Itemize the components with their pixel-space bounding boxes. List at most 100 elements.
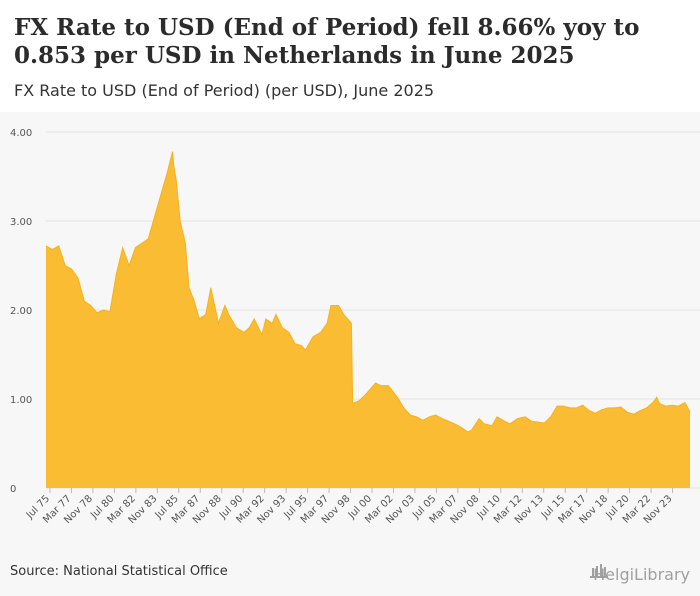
data-point: [272, 323, 273, 324]
data-point: [388, 385, 389, 386]
data-point: [77, 277, 78, 278]
chart-area: 0 1.00 2.00 3.00 4.00 Jul 75 Mar 77 Nov 78 Jul 8…: [0, 112, 700, 560]
data-point: [595, 413, 596, 414]
data-point: [504, 421, 505, 422]
data-point: [435, 415, 436, 416]
data-point: [249, 327, 250, 328]
data-point: [261, 334, 262, 335]
data-point: [189, 287, 190, 288]
data-point: [327, 323, 328, 324]
data-point: [135, 247, 136, 248]
data-point: [218, 323, 219, 324]
data-point: [97, 312, 98, 313]
data-point: [416, 416, 417, 417]
source-note: Source: National Statistical Office: [10, 564, 228, 579]
data-point: [343, 314, 344, 315]
y-tick-label: 2.00: [10, 306, 32, 317]
data-point: [129, 265, 130, 266]
data-point: [531, 421, 532, 422]
data-point: [678, 406, 679, 407]
data-point: [479, 418, 480, 419]
data-point: [684, 402, 685, 403]
data-point: [254, 318, 255, 319]
data-point: [659, 403, 660, 404]
y-tick-label: 4.00: [10, 128, 32, 139]
data-point: [90, 305, 91, 306]
data-point: [672, 405, 673, 406]
data-point: [497, 416, 498, 417]
data-point: [320, 332, 321, 333]
footer: Source: National Statistical Office Helg…: [0, 560, 700, 596]
data-point: [442, 418, 443, 419]
data-point: [210, 287, 211, 288]
y-tick-label: 0: [10, 484, 16, 495]
y-tick-label: 1.00: [10, 395, 32, 406]
data-point: [313, 336, 314, 337]
data-point: [652, 402, 653, 403]
data-point: [194, 301, 195, 302]
data-point: [633, 414, 634, 415]
data-point: [544, 423, 545, 424]
data-point: [461, 427, 462, 428]
data-point: [148, 238, 149, 239]
data-point: [509, 423, 510, 424]
series-area: [46, 151, 690, 488]
header: FX Rate to USD (End of Period) fell 8.66…: [0, 0, 700, 112]
data-point: [525, 416, 526, 417]
data-point: [352, 403, 353, 404]
data-point: [265, 318, 266, 319]
data-point: [295, 343, 296, 344]
series-line: [45, 151, 691, 433]
data-point: [410, 415, 411, 416]
data-point: [640, 410, 641, 411]
data-point: [448, 421, 449, 422]
data-point: [305, 350, 306, 351]
data-point: [646, 407, 647, 408]
data-point: [65, 265, 66, 266]
data-point: [288, 332, 289, 333]
data-point: [380, 385, 381, 386]
data-point: [185, 243, 186, 244]
data-point: [422, 420, 423, 421]
data-point: [338, 305, 339, 306]
chart-subtitle: FX Rate to USD (End of Period) (per USD)…: [14, 81, 435, 100]
data-point: [665, 406, 666, 407]
data-point: [199, 318, 200, 319]
data-point: [154, 216, 155, 217]
data-point: [563, 406, 564, 407]
data-point: [141, 243, 142, 244]
data-point: [517, 418, 518, 419]
data-point: [224, 305, 225, 306]
data-point: [236, 327, 237, 328]
data-point: [116, 274, 117, 275]
data-point: [205, 314, 206, 315]
data-point: [471, 430, 472, 431]
data-point: [46, 245, 47, 246]
data-point: [576, 407, 577, 408]
data-point: [491, 425, 492, 426]
data-point: [282, 327, 283, 328]
brand-logo[interactable]: HelgiLibrary: [589, 562, 690, 586]
data-point: [330, 305, 331, 306]
data-point: [403, 407, 404, 408]
data-point: [103, 310, 104, 311]
data-point: [582, 405, 583, 406]
data-point: [161, 194, 162, 195]
data-point: [537, 422, 538, 423]
data-point: [122, 247, 123, 248]
chart-title: FX Rate to USD (End of Period) fell 8.66…: [14, 14, 640, 69]
brand-name: HelgiLibrary: [593, 564, 690, 584]
data-point: [71, 269, 72, 270]
data-point: [180, 221, 181, 222]
y-tick-label: 3.00: [10, 217, 32, 228]
data-point: [621, 407, 622, 408]
data-point: [58, 245, 59, 246]
data-point: [172, 151, 173, 152]
data-point: [375, 382, 376, 383]
data-point: [365, 394, 366, 395]
data-point: [614, 407, 615, 408]
data-point: [84, 301, 85, 302]
data-point: [454, 423, 455, 424]
data-point: [109, 311, 110, 312]
data-point: [176, 180, 177, 181]
